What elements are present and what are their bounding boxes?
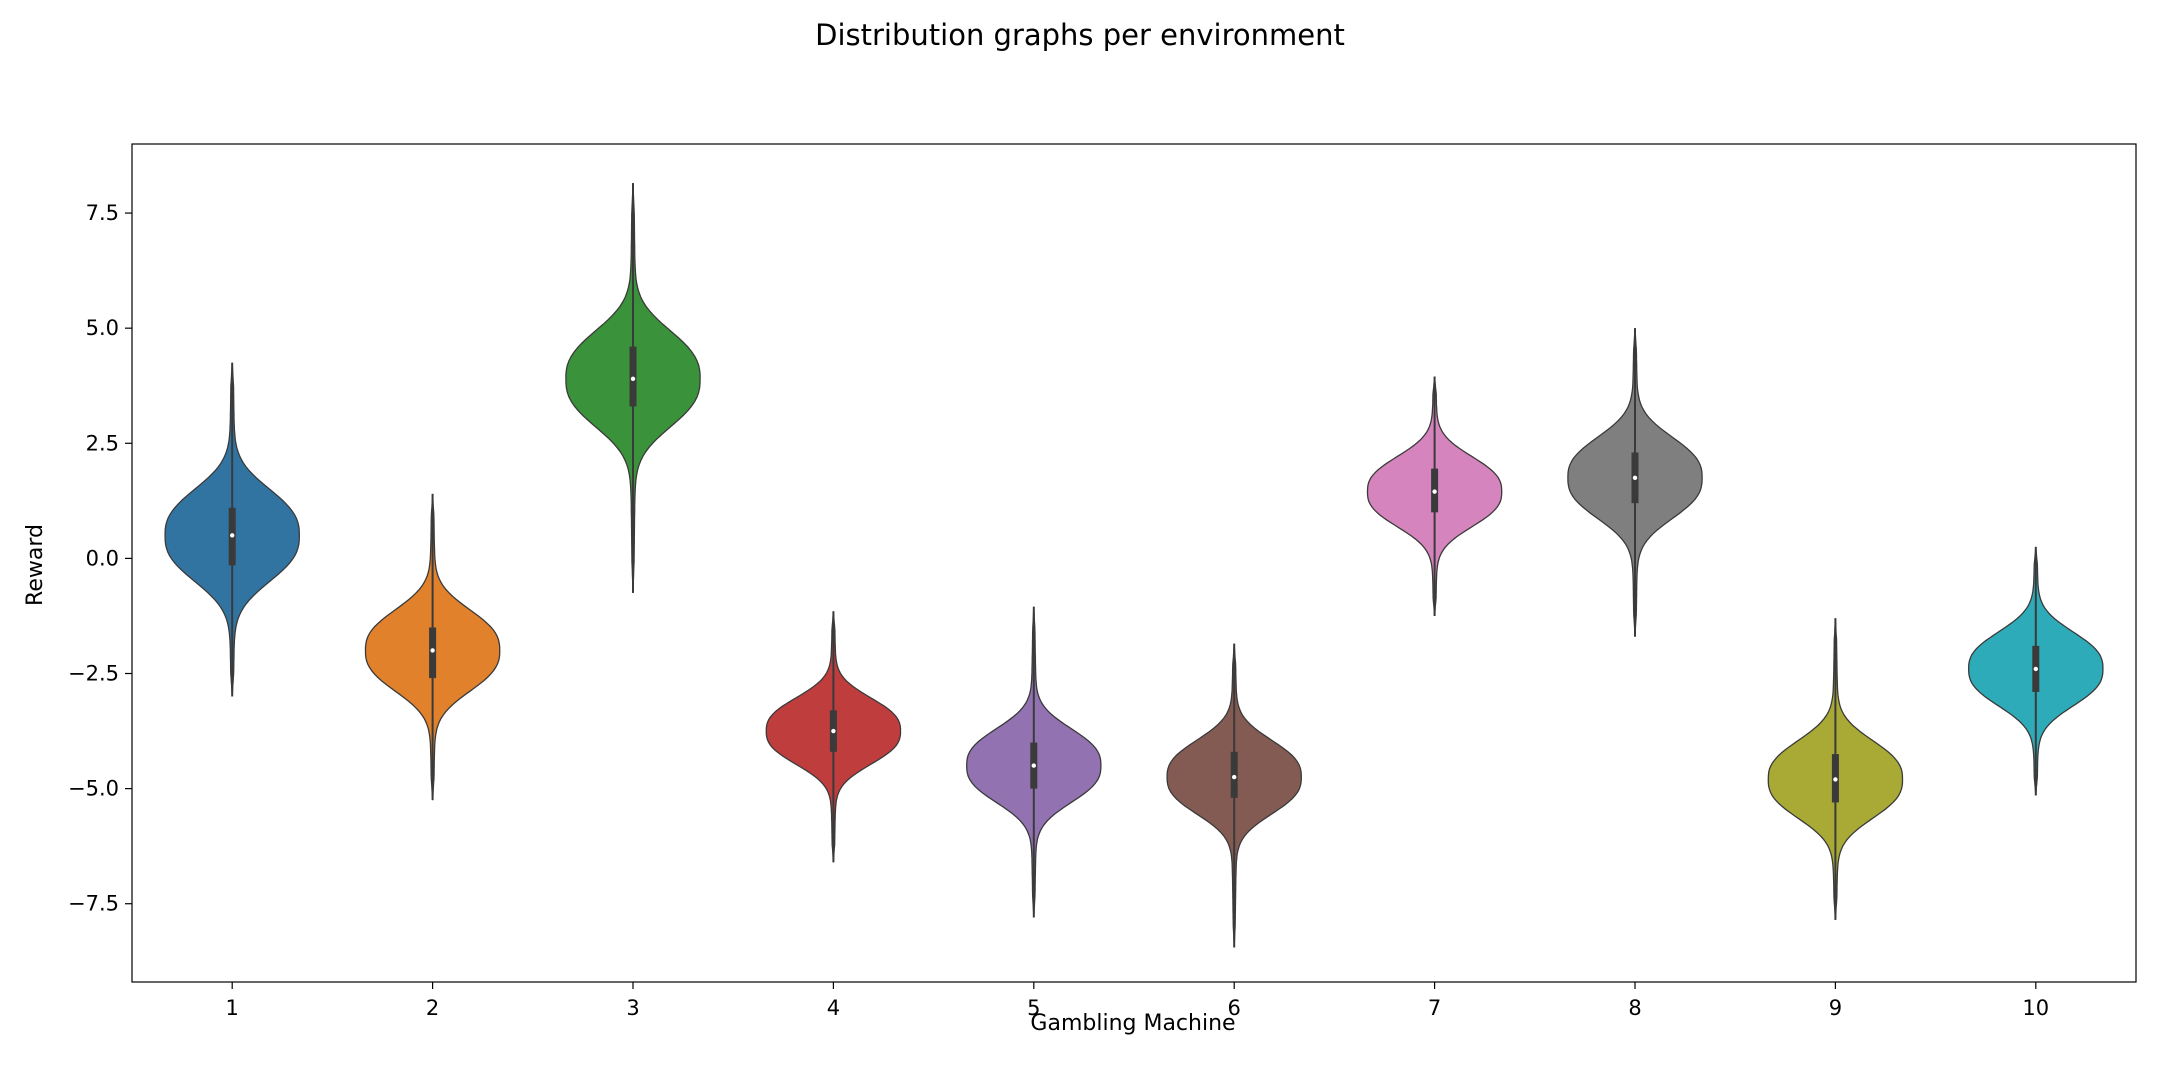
x-tick-label: 6 xyxy=(1228,996,1241,1020)
x-tick-label: 8 xyxy=(1628,996,1641,1020)
violin-4 xyxy=(765,611,902,863)
y-tick-label: 7.5 xyxy=(86,201,119,225)
x-tick-label: 5 xyxy=(1027,996,1040,1020)
violin-median-3 xyxy=(630,376,636,382)
violin-median-7 xyxy=(1432,489,1437,494)
violin-median-5 xyxy=(1031,763,1037,768)
violin-median-8 xyxy=(1632,475,1638,481)
violin-iqr-2 xyxy=(429,627,437,679)
violin-median-10 xyxy=(2033,666,2039,672)
x-tick-label: 3 xyxy=(626,996,639,1020)
x-tick-label: 9 xyxy=(1829,996,1842,1020)
x-tick-label: 4 xyxy=(827,996,840,1020)
violin-9 xyxy=(1767,618,1904,920)
violin-3 xyxy=(565,183,701,593)
y-axis: 7.5 5.0 2.5 0.0 −2.5 −5.0 −7.5 xyxy=(68,201,132,916)
chart-title: Distribution graphs per environment xyxy=(815,18,1345,52)
y-tick-label: 5.0 xyxy=(86,316,119,340)
x-axis: 1 2 3 4 5 6 7 8 9 10 xyxy=(226,982,2049,1020)
y-tick-label: 2.5 xyxy=(86,431,119,455)
x-tick-label: 10 xyxy=(2022,996,2049,1020)
violin-iqr-3 xyxy=(629,346,637,407)
x-tick-label: 7 xyxy=(1428,996,1441,1020)
violin-median-1 xyxy=(230,533,235,538)
y-tick-label: 0.0 xyxy=(86,546,119,570)
violin-median-2 xyxy=(430,648,435,653)
violins-group xyxy=(164,183,2104,948)
violin-median-6 xyxy=(1232,774,1237,780)
violin-median-9 xyxy=(1833,777,1838,782)
violin-6 xyxy=(1166,643,1302,948)
y-tick-label: −2.5 xyxy=(68,662,119,686)
x-axis-label: Gambling Machine xyxy=(1030,1011,1235,1036)
violin-10 xyxy=(1968,546,2104,796)
violin-iqr-6 xyxy=(1230,751,1238,798)
violin-2 xyxy=(364,493,501,801)
y-axis-label: Reward xyxy=(23,524,48,606)
violin-8 xyxy=(1567,328,1703,637)
violin-7 xyxy=(1366,376,1503,617)
violin-1 xyxy=(164,362,300,697)
x-tick-label: 2 xyxy=(426,996,439,1020)
violin-5 xyxy=(966,606,1102,918)
y-tick-label: −7.5 xyxy=(68,892,119,916)
violin-median-4 xyxy=(831,728,836,734)
plot-frame xyxy=(131,143,2137,983)
y-tick-label: −5.0 xyxy=(68,777,119,801)
x-tick-label: 1 xyxy=(226,996,239,1020)
